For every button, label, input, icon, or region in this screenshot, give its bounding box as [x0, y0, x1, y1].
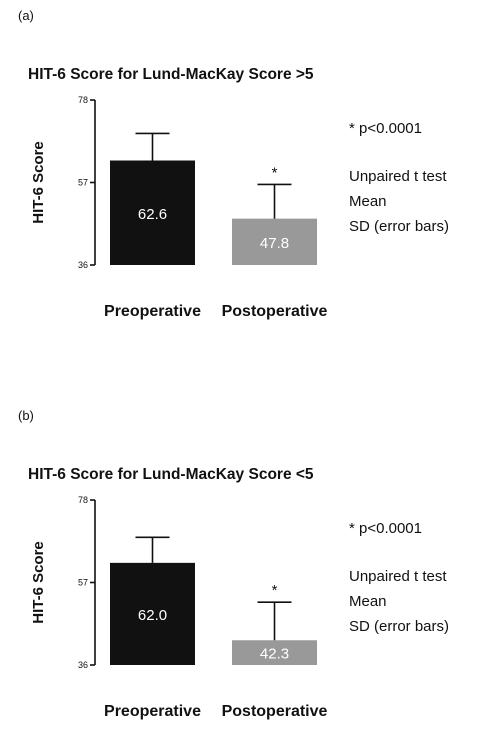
y-tick-label: 57 [78, 178, 88, 188]
stats-annotation: * p<0.0001 [349, 120, 422, 137]
panel-label: (a) [18, 8, 34, 23]
panel-label: (b) [18, 408, 34, 423]
bar-value-label: 62.0 [138, 607, 167, 624]
bar [110, 160, 195, 265]
stats-annotation: Unpaired t test [349, 168, 447, 185]
y-axis-label: HIT-6 Score [30, 541, 47, 624]
y-tick-label: 78 [78, 495, 88, 505]
bar-value-label: 42.3 [260, 646, 289, 663]
significance-star: * [272, 164, 278, 181]
y-tick-label: 36 [78, 260, 88, 270]
stats-annotation: SD (error bars) [349, 218, 449, 235]
stats-annotation: Mean [349, 593, 387, 610]
bar-value-label: 62.6 [138, 206, 167, 223]
bar [232, 218, 317, 265]
chart-panel-b: (b) HIT-6 Score for Lund-MacKay Score <5 H… [18, 408, 449, 720]
y-tick-label: 57 [78, 578, 88, 588]
significance-star: * [272, 582, 278, 599]
bar [110, 562, 195, 665]
x-category-label: Preoperative [104, 703, 201, 720]
bar [232, 640, 317, 665]
stats-annotation: Mean [349, 193, 387, 210]
y-tick-label: 78 [78, 95, 88, 105]
y-axis-label: HIT-6 Score [30, 141, 47, 224]
chart-title: HIT-6 Score for Lund-MacKay Score >5 [28, 66, 314, 83]
stats-annotation: SD (error bars) [349, 618, 449, 635]
y-tick-label: 36 [78, 660, 88, 670]
stats-annotation: Unpaired t test [349, 568, 447, 585]
chart-title: HIT-6 Score for Lund-MacKay Score <5 [28, 466, 314, 483]
x-category-label: Postoperative [222, 703, 328, 720]
x-category-label: Preoperative [104, 303, 201, 320]
stats-annotation: * p<0.0001 [349, 520, 422, 537]
chart-panel-a: (a) HIT-6 Score for Lund-MacKay Score >5 H… [18, 8, 449, 320]
bar-value-label: 47.8 [260, 235, 289, 252]
x-category-label: Postoperative [222, 303, 328, 320]
